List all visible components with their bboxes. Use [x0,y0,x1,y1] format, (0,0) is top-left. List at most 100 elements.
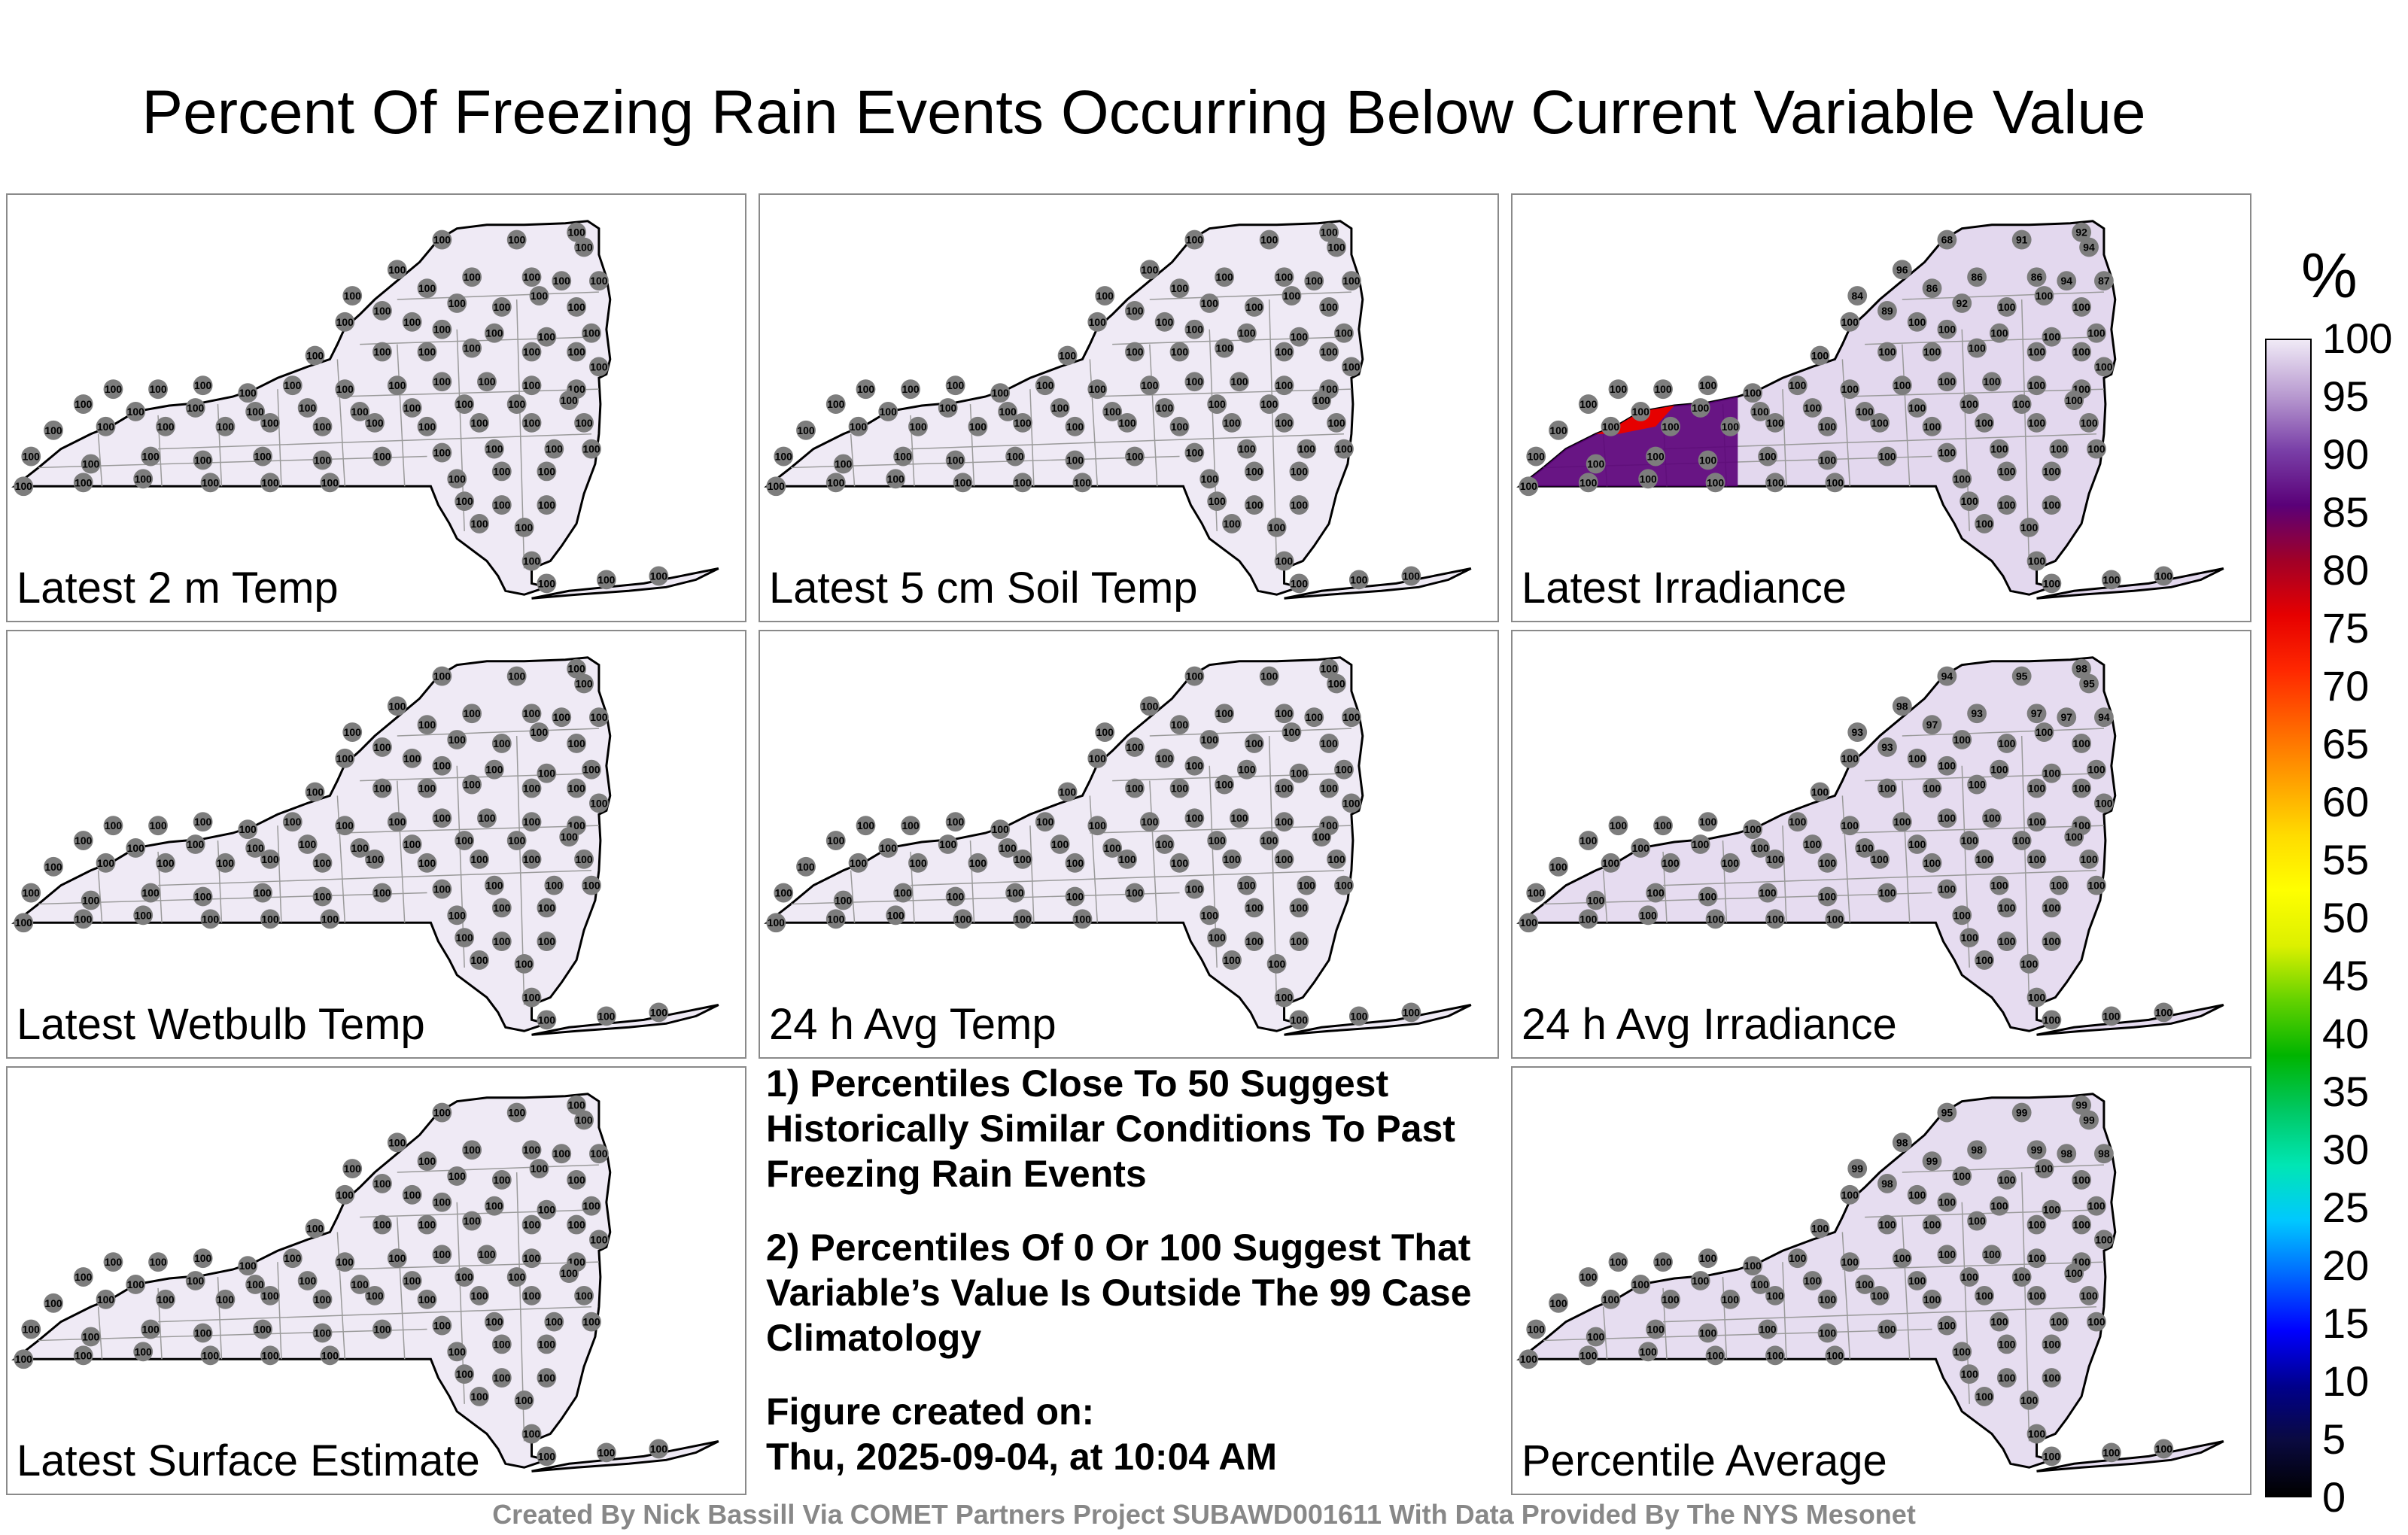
station-marker [470,849,489,869]
station-marker [141,1319,161,1339]
station-value: 100 [947,454,964,466]
station-value: 100 [23,451,40,463]
station-marker [2042,1010,2062,1030]
station-marker [521,704,542,724]
figure-title: Percent Of Freezing Rain Events Occurrin… [141,78,2146,147]
station-value: 100 [373,741,391,753]
station-marker [491,734,512,753]
station-value: 100 [1306,711,1323,723]
station-marker [297,398,318,418]
station-marker [2154,1002,2174,1023]
station-value: 100 [1766,417,1783,429]
station-marker [1802,398,1823,418]
station-marker [567,342,587,362]
county-line [38,1328,427,1342]
station-value: 100 [1990,327,2008,339]
station-marker [1184,666,1205,686]
station-marker [2057,1144,2077,1164]
station-value: 100 [1908,838,1926,850]
station-value: 100 [2073,301,2090,313]
county-line [1722,840,1728,923]
station-value: 100 [1291,499,1308,511]
station-marker [1646,883,1666,903]
station-marker [1653,816,1673,836]
station-value: 100 [1275,853,1293,865]
station-value: 100 [194,890,211,902]
station-marker [1892,696,1912,716]
station-marker [484,439,504,459]
station-value: 100 [1938,1248,1956,1260]
colorbar-tick-label: 40 [2322,1010,2370,1057]
station-value: 97 [2031,707,2043,719]
station-marker [1274,987,1294,1008]
station-marker [1578,909,1598,929]
station-value: 100 [1961,398,1978,410]
station-marker [21,1319,41,1339]
station-marker [1169,778,1190,798]
station-marker [521,987,542,1008]
station-marker [1005,883,1025,903]
station-marker [1937,319,1957,339]
county-line [1149,780,1158,923]
station-marker [567,778,587,798]
station-marker [484,1196,504,1216]
station-marker [1937,372,1957,392]
station-value: 100 [2036,726,2053,738]
station-marker [417,853,437,873]
station-value: 100 [2155,1006,2172,1018]
station-value: 100 [493,737,510,749]
station-marker [589,357,609,377]
station-value: 100 [1632,406,1649,418]
station-value: 100 [217,857,234,869]
station-marker [103,816,123,836]
station-value: 100 [493,1372,510,1384]
station-value: 100 [373,1218,391,1230]
station-marker [1787,812,1808,832]
station-value: 100 [1335,327,1352,339]
county-line [1149,291,1351,300]
station-value: 100 [105,1256,122,1268]
station-value: 100 [433,1107,451,1119]
station-value: 100 [1878,345,1896,357]
station-marker [552,1144,572,1164]
station-marker [432,372,452,392]
station-value: 100 [1811,786,1829,798]
station-value: 100 [418,421,436,433]
county-line [217,404,223,487]
station-value: 100 [1722,857,1739,869]
station-value: 100 [464,779,481,791]
station-marker [1236,439,1257,459]
station-value: 100 [2073,737,2090,749]
station-marker [73,909,93,929]
station-value: 100 [135,473,152,485]
station-marker [1102,838,1123,858]
station-value: 100 [1156,752,1173,764]
station-value: 100 [351,842,369,854]
footer-credit: Created By Nick Bassill Via COMET Partne… [492,1499,1916,1530]
station-marker [1334,759,1354,780]
station-marker [2101,1442,2121,1463]
station-marker [2042,898,2062,918]
county-line [360,336,599,345]
station-value: 100 [187,838,204,850]
station-value: 100 [1819,1293,1836,1306]
station-marker [193,375,213,396]
station-marker [1184,229,1205,250]
station-value: 100 [2095,797,2112,809]
station-marker [1989,759,2009,780]
station-marker [1601,416,1621,436]
station-value: 100 [1579,834,1597,847]
station-marker [1608,816,1628,836]
station-marker [1996,734,2017,753]
station-value: 100 [850,857,867,869]
station-marker [148,816,168,836]
station-marker [1937,442,1957,463]
station-marker [1259,394,1279,414]
station-value: 95 [2016,670,2028,682]
station-value: 100 [1766,1349,1783,1361]
county-line [277,825,282,923]
county-line [217,1277,223,1360]
station-value: 100 [2087,764,2105,776]
